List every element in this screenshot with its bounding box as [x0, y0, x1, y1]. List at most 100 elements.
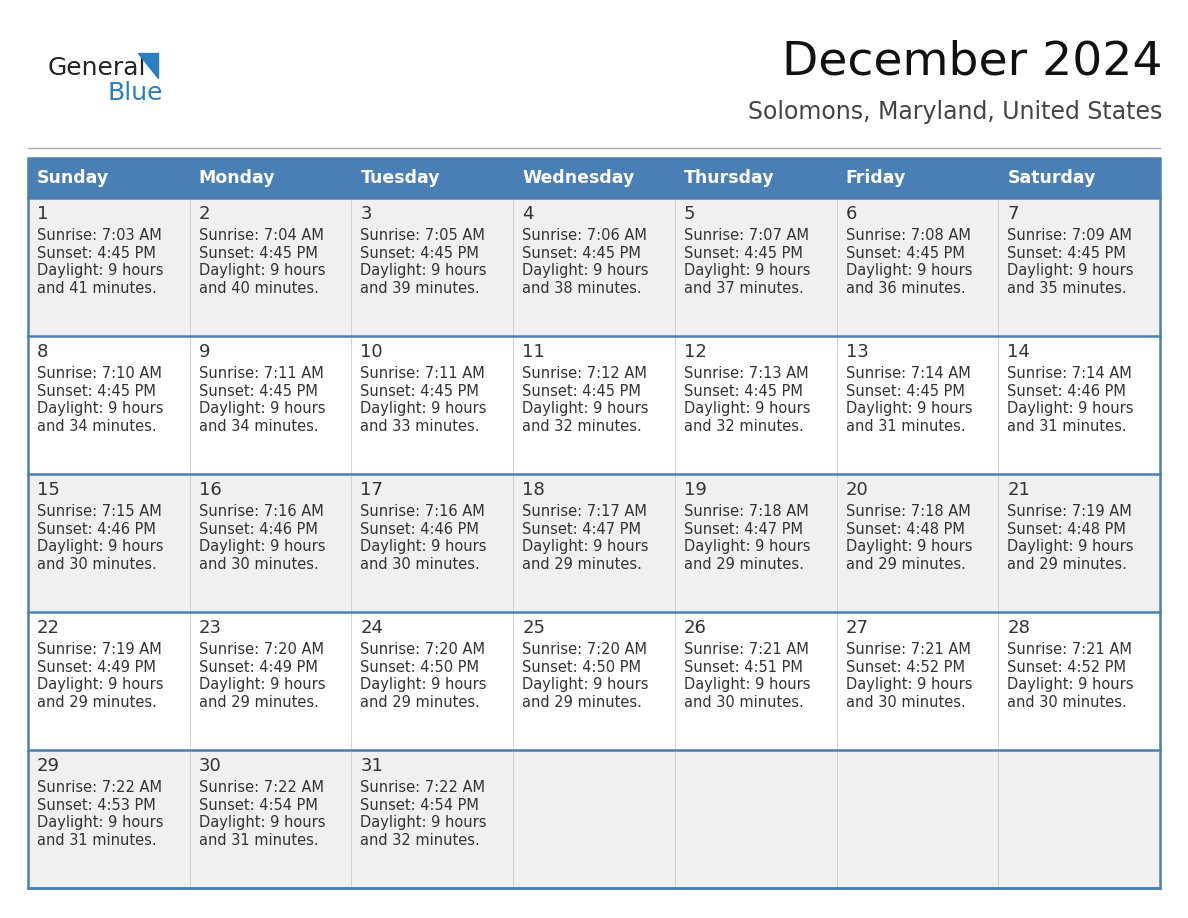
Text: Sunset: 4:45 PM: Sunset: 4:45 PM — [684, 246, 803, 261]
Text: Sunrise: 7:11 AM: Sunrise: 7:11 AM — [360, 366, 485, 382]
Text: Daylight: 9 hours: Daylight: 9 hours — [523, 677, 649, 692]
Text: Daylight: 9 hours: Daylight: 9 hours — [523, 401, 649, 417]
Text: Sunrise: 7:20 AM: Sunrise: 7:20 AM — [360, 643, 486, 657]
Text: Daylight: 9 hours: Daylight: 9 hours — [684, 263, 810, 278]
Text: and 29 minutes.: and 29 minutes. — [360, 695, 480, 710]
Text: 3: 3 — [360, 205, 372, 223]
Text: and 31 minutes.: and 31 minutes. — [1007, 419, 1127, 434]
Text: Sunset: 4:50 PM: Sunset: 4:50 PM — [360, 660, 480, 675]
Text: 5: 5 — [684, 205, 695, 223]
Text: and 29 minutes.: and 29 minutes. — [684, 557, 804, 572]
Text: Sunset: 4:50 PM: Sunset: 4:50 PM — [523, 660, 642, 675]
Text: Sunset: 4:45 PM: Sunset: 4:45 PM — [198, 384, 317, 399]
Text: Daylight: 9 hours: Daylight: 9 hours — [198, 677, 326, 692]
Text: Daylight: 9 hours: Daylight: 9 hours — [846, 677, 972, 692]
Text: and 29 minutes.: and 29 minutes. — [1007, 557, 1127, 572]
Bar — [29, 158, 1159, 888]
Text: Sunset: 4:46 PM: Sunset: 4:46 PM — [360, 522, 479, 537]
Text: and 34 minutes.: and 34 minutes. — [37, 419, 157, 434]
Text: 17: 17 — [360, 481, 384, 499]
Text: and 31 minutes.: and 31 minutes. — [37, 833, 157, 848]
Text: Daylight: 9 hours: Daylight: 9 hours — [360, 401, 487, 417]
Text: and 32 minutes.: and 32 minutes. — [360, 833, 480, 848]
Text: Sunset: 4:52 PM: Sunset: 4:52 PM — [846, 660, 965, 675]
Text: Sunrise: 7:18 AM: Sunrise: 7:18 AM — [684, 505, 809, 520]
Text: Sunset: 4:45 PM: Sunset: 4:45 PM — [1007, 246, 1126, 261]
Text: Daylight: 9 hours: Daylight: 9 hours — [37, 540, 164, 554]
Text: Sunset: 4:45 PM: Sunset: 4:45 PM — [846, 384, 965, 399]
Text: and 32 minutes.: and 32 minutes. — [523, 419, 642, 434]
Text: December 2024: December 2024 — [782, 39, 1162, 84]
Text: Sunrise: 7:21 AM: Sunrise: 7:21 AM — [846, 643, 971, 657]
Text: 12: 12 — [684, 343, 707, 361]
Text: Sunrise: 7:20 AM: Sunrise: 7:20 AM — [198, 643, 323, 657]
Text: Sunset: 4:47 PM: Sunset: 4:47 PM — [523, 522, 642, 537]
Text: Sunset: 4:54 PM: Sunset: 4:54 PM — [360, 798, 479, 813]
Text: Sunset: 4:46 PM: Sunset: 4:46 PM — [198, 522, 317, 537]
Text: 28: 28 — [1007, 619, 1030, 637]
Text: Sunset: 4:51 PM: Sunset: 4:51 PM — [684, 660, 803, 675]
Text: 14: 14 — [1007, 343, 1030, 361]
Text: Daylight: 9 hours: Daylight: 9 hours — [198, 263, 326, 278]
Text: 21: 21 — [1007, 481, 1030, 499]
Text: and 29 minutes.: and 29 minutes. — [523, 557, 642, 572]
Text: Sunrise: 7:14 AM: Sunrise: 7:14 AM — [1007, 366, 1132, 382]
Text: Daylight: 9 hours: Daylight: 9 hours — [1007, 401, 1133, 417]
Text: Daylight: 9 hours: Daylight: 9 hours — [198, 540, 326, 554]
Text: 10: 10 — [360, 343, 383, 361]
Text: Sunset: 4:45 PM: Sunset: 4:45 PM — [198, 246, 317, 261]
Text: and 29 minutes.: and 29 minutes. — [846, 557, 966, 572]
Text: Sunset: 4:53 PM: Sunset: 4:53 PM — [37, 798, 156, 813]
Text: Sunrise: 7:22 AM: Sunrise: 7:22 AM — [37, 780, 162, 796]
Polygon shape — [138, 53, 158, 78]
Text: Sunrise: 7:21 AM: Sunrise: 7:21 AM — [684, 643, 809, 657]
Text: Sunset: 4:54 PM: Sunset: 4:54 PM — [198, 798, 317, 813]
Text: Sunset: 4:46 PM: Sunset: 4:46 PM — [1007, 384, 1126, 399]
Text: 11: 11 — [523, 343, 545, 361]
Text: Sunrise: 7:22 AM: Sunrise: 7:22 AM — [198, 780, 323, 796]
Text: and 34 minutes.: and 34 minutes. — [198, 419, 318, 434]
Text: Sunset: 4:45 PM: Sunset: 4:45 PM — [360, 384, 479, 399]
Text: Daylight: 9 hours: Daylight: 9 hours — [37, 263, 164, 278]
Text: and 30 minutes.: and 30 minutes. — [360, 557, 480, 572]
Text: Sunrise: 7:08 AM: Sunrise: 7:08 AM — [846, 229, 971, 243]
Text: and 38 minutes.: and 38 minutes. — [523, 281, 642, 296]
Text: and 41 minutes.: and 41 minutes. — [37, 281, 157, 296]
Text: Sunrise: 7:11 AM: Sunrise: 7:11 AM — [198, 366, 323, 382]
Text: Sunrise: 7:06 AM: Sunrise: 7:06 AM — [523, 229, 647, 243]
Text: 4: 4 — [523, 205, 533, 223]
Text: Sunset: 4:45 PM: Sunset: 4:45 PM — [37, 246, 156, 261]
Text: Daylight: 9 hours: Daylight: 9 hours — [523, 540, 649, 554]
Text: Sunrise: 7:14 AM: Sunrise: 7:14 AM — [846, 366, 971, 382]
Text: and 37 minutes.: and 37 minutes. — [684, 281, 803, 296]
Text: Sunday: Sunday — [37, 169, 109, 187]
Text: Sunset: 4:49 PM: Sunset: 4:49 PM — [198, 660, 317, 675]
Text: Sunset: 4:49 PM: Sunset: 4:49 PM — [37, 660, 156, 675]
Text: 23: 23 — [198, 619, 222, 637]
Text: 2: 2 — [198, 205, 210, 223]
Text: and 39 minutes.: and 39 minutes. — [360, 281, 480, 296]
Text: Saturday: Saturday — [1007, 169, 1095, 187]
Text: and 29 minutes.: and 29 minutes. — [37, 695, 157, 710]
Text: and 30 minutes.: and 30 minutes. — [37, 557, 157, 572]
Text: Sunset: 4:45 PM: Sunset: 4:45 PM — [523, 384, 642, 399]
Text: 30: 30 — [198, 757, 221, 775]
Text: Daylight: 9 hours: Daylight: 9 hours — [523, 263, 649, 278]
Text: Sunset: 4:45 PM: Sunset: 4:45 PM — [846, 246, 965, 261]
Text: 22: 22 — [37, 619, 61, 637]
Bar — [29, 158, 1159, 198]
Text: Blue: Blue — [108, 81, 164, 105]
Text: 16: 16 — [198, 481, 221, 499]
Text: and 40 minutes.: and 40 minutes. — [198, 281, 318, 296]
Text: Sunrise: 7:03 AM: Sunrise: 7:03 AM — [37, 229, 162, 243]
Text: Sunset: 4:52 PM: Sunset: 4:52 PM — [1007, 660, 1126, 675]
Text: Sunrise: 7:04 AM: Sunrise: 7:04 AM — [198, 229, 323, 243]
Text: and 31 minutes.: and 31 minutes. — [846, 419, 965, 434]
Text: Sunset: 4:48 PM: Sunset: 4:48 PM — [1007, 522, 1126, 537]
Text: Sunrise: 7:10 AM: Sunrise: 7:10 AM — [37, 366, 162, 382]
Text: 9: 9 — [198, 343, 210, 361]
Text: Sunrise: 7:09 AM: Sunrise: 7:09 AM — [1007, 229, 1132, 243]
Text: Daylight: 9 hours: Daylight: 9 hours — [37, 815, 164, 831]
Text: 26: 26 — [684, 619, 707, 637]
Text: and 35 minutes.: and 35 minutes. — [1007, 281, 1127, 296]
